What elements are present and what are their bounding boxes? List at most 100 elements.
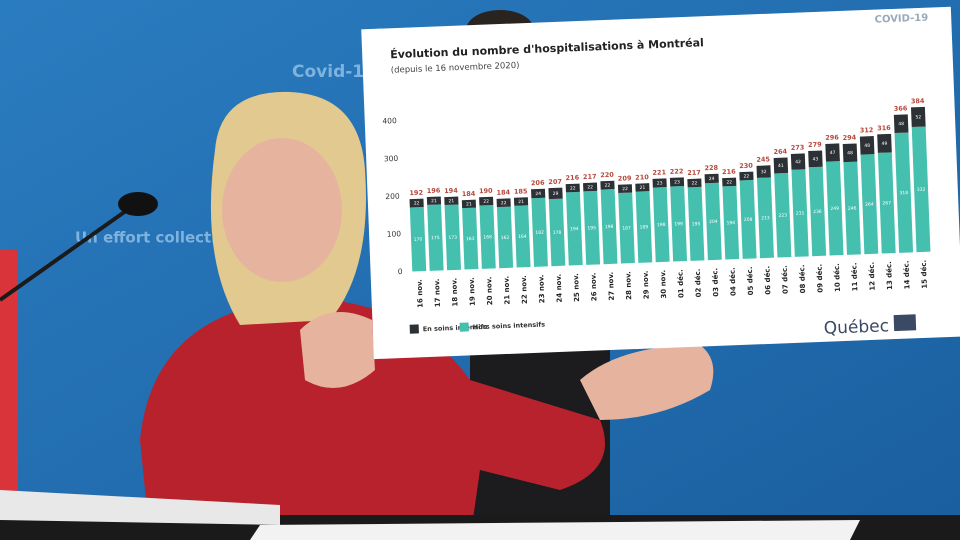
- segment-label: 318: [899, 190, 908, 196]
- bar-segment: [496, 198, 511, 208]
- bar-segment: [479, 196, 494, 206]
- segment-label: 48: [898, 121, 904, 127]
- total-label: 185: [514, 187, 528, 196]
- total-label: 273: [791, 143, 805, 152]
- segment-label: 163: [466, 236, 475, 242]
- bar-segment: [652, 187, 670, 263]
- x-tick-label: 09 déc.: [815, 264, 824, 293]
- bar-segment: [704, 173, 719, 184]
- total-label: 221: [652, 168, 666, 177]
- total-label: 316: [877, 124, 891, 133]
- segment-label: 208: [744, 217, 753, 223]
- segment-label: 264: [865, 201, 874, 207]
- total-label: 220: [600, 171, 614, 180]
- total-label: 296: [825, 133, 839, 142]
- y-tick-label: 200: [385, 192, 400, 202]
- x-tick-label: 27 nov.: [607, 272, 616, 301]
- total-label: 312: [860, 126, 874, 135]
- bar-segment: [635, 183, 650, 192]
- total-label: 217: [687, 169, 701, 178]
- total-label: 192: [409, 189, 423, 198]
- bar-segment: [877, 133, 892, 153]
- x-tick-label: 04 déc.: [729, 267, 738, 296]
- segment-label: 24: [535, 191, 541, 197]
- segment-label: 332: [917, 187, 926, 193]
- papers: [0, 490, 280, 525]
- bar-segment: [583, 182, 598, 192]
- segment-label: 43: [812, 156, 818, 162]
- bar-segment: [859, 136, 875, 155]
- segment-label: 267: [882, 200, 891, 206]
- segment-label: 22: [605, 183, 611, 189]
- x-tick-label: 17 nov.: [433, 278, 442, 307]
- segment-label: 48: [847, 150, 853, 156]
- segment-label: 22: [692, 180, 698, 186]
- backdrop-text: Un effort collectif: [75, 229, 223, 247]
- y-tick-label: 100: [387, 229, 402, 239]
- total-label: 216: [722, 168, 736, 177]
- bar-segment: [704, 182, 722, 261]
- bar-segment: [687, 178, 702, 188]
- segment-label: 22: [622, 186, 628, 192]
- x-tick-label: 14 déc.: [902, 260, 911, 289]
- bar-segment: [548, 187, 563, 200]
- bar-segment: [842, 143, 858, 163]
- x-tick-label: 18 nov.: [450, 278, 459, 307]
- x-tick-label: 30 nov.: [659, 270, 668, 299]
- x-tick-label: 01 déc.: [676, 269, 685, 298]
- face: [222, 138, 342, 282]
- segment-label: 189: [640, 224, 649, 230]
- segment-label: 22: [743, 173, 749, 179]
- total-label: 279: [808, 140, 822, 149]
- bar-segment: [722, 185, 740, 260]
- segment-label: 29: [553, 191, 559, 197]
- bar-segment: [409, 198, 424, 208]
- segment-label: 198: [605, 224, 614, 230]
- segment-label: 22: [587, 184, 593, 190]
- bar-segment: [548, 198, 566, 267]
- segment-label: 194: [570, 226, 579, 232]
- bar-segment: [739, 171, 754, 181]
- segment-label: 204: [709, 219, 718, 225]
- bar-segment: [739, 179, 757, 259]
- x-tick-label: 22 nov.: [520, 275, 529, 304]
- segment-label: 199: [674, 221, 683, 227]
- flag: [0, 250, 18, 510]
- bar-segment: [496, 206, 514, 269]
- total-label: 216: [565, 174, 579, 183]
- total-label: 190: [479, 187, 493, 196]
- total-label: 294: [843, 133, 857, 142]
- segment-label: 32: [761, 169, 767, 175]
- bar-segment: [894, 132, 914, 253]
- total-label: 210: [635, 173, 649, 182]
- y-tick-label: 0: [398, 267, 403, 276]
- segment-label: 23: [657, 180, 663, 186]
- segment-label: 236: [813, 209, 822, 215]
- total-label: 194: [444, 187, 458, 196]
- segment-label: 21: [431, 198, 437, 204]
- bar-segment: [565, 183, 580, 193]
- bar-segment: [514, 205, 531, 268]
- covid-badge: COVID-19: [874, 13, 928, 26]
- bar-segment: [409, 206, 427, 272]
- segment-label: 22: [501, 200, 507, 206]
- x-tick-label: 05 déc.: [746, 266, 755, 295]
- segment-label: 22: [570, 185, 576, 191]
- total-label: 206: [531, 179, 545, 188]
- bar-segment: [513, 197, 529, 206]
- segment-label: 187: [622, 225, 631, 231]
- quebec-logo: Québec: [823, 316, 889, 338]
- bar-segment: [774, 172, 792, 258]
- bar-segment: [600, 189, 618, 265]
- segment-label: 164: [518, 234, 527, 240]
- segment-label: 231: [796, 210, 805, 216]
- segment-label: 194: [726, 220, 735, 226]
- segment-label: 175: [431, 235, 440, 241]
- x-tick-label: 20 nov.: [485, 276, 494, 305]
- bar-segment: [910, 106, 926, 128]
- x-tick-label: 21 nov.: [503, 276, 512, 305]
- total-label: 228: [704, 164, 718, 173]
- hand: [580, 345, 714, 420]
